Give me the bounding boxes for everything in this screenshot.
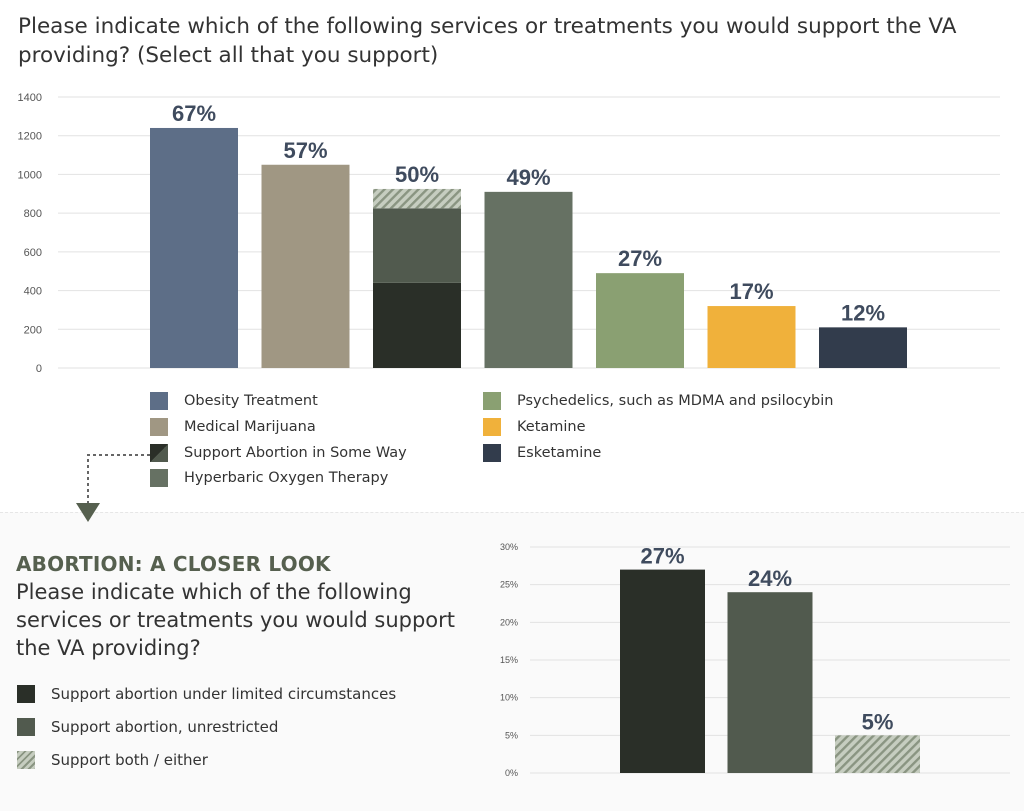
y-tick-label: 600 — [24, 247, 42, 259]
main-bar-chart: 0 200 400 600 800 1000 1200 1400 67% 57% 50% 49% 27… — [18, 92, 1000, 375]
legend-swatch — [17, 751, 35, 769]
bar-segment — [373, 282, 461, 368]
bar — [620, 569, 705, 773]
bar — [707, 306, 796, 368]
bar-value-label: 27% — [640, 544, 684, 569]
bar-value-label: 17% — [729, 279, 773, 304]
legend-item: Support abortion under limited circumsta… — [17, 685, 396, 703]
legend-label: Obesity Treatment — [184, 393, 318, 409]
legend-swatch — [483, 418, 501, 436]
section-question: Please indicate which of the following s… — [16, 580, 456, 660]
legend-swatch — [17, 718, 35, 736]
bar-value-label: 27% — [618, 246, 662, 271]
legend-item: Medical Marijuana — [150, 418, 316, 436]
bar-value-label: 49% — [506, 165, 550, 190]
legend-label: Psychedelics, such as MDMA and psilocybi… — [517, 393, 834, 409]
legend-item: Hyperbaric Oxygen Therapy — [150, 469, 388, 487]
legend-item: Support both / either — [17, 751, 208, 769]
y-tick-label: 0 — [36, 363, 42, 375]
legend-swatch — [150, 444, 168, 462]
legend-swatch — [150, 392, 168, 410]
bar-value-label: 50% — [395, 162, 439, 187]
bar-segment — [373, 208, 461, 283]
y-tick-label: 1000 — [18, 169, 42, 181]
legend-item: Esketamine — [483, 444, 601, 462]
y-tick-label: 5% — [505, 730, 518, 740]
legend-item: Support Abortion in Some Way — [150, 444, 407, 462]
legend-label: Support abortion, unrestricted — [51, 718, 279, 736]
legend-label: Support both / either — [51, 751, 208, 769]
legend-item: Obesity Treatment — [150, 392, 318, 410]
bar — [835, 735, 920, 773]
legend-item: Support abortion, unrestricted — [17, 718, 278, 736]
y-tick-label: 20% — [500, 617, 518, 627]
y-tick-label: 1400 — [18, 92, 42, 104]
bar — [484, 191, 573, 368]
legend-label: Medical Marijuana — [184, 419, 316, 435]
y-tick-label: 400 — [24, 286, 42, 298]
bar-value-label: 12% — [841, 300, 885, 325]
section-title: ABORTION: A CLOSER LOOK — [16, 552, 331, 576]
page-title: Please indicate which of the following s… — [18, 14, 957, 68]
bar — [150, 127, 238, 368]
y-tick-label: 0% — [505, 768, 518, 778]
y-tick-label: 25% — [500, 580, 518, 590]
legend-label: Hyperbaric Oxygen Therapy — [184, 470, 389, 486]
bar — [727, 592, 813, 773]
legend-swatch — [150, 469, 168, 487]
bar — [596, 273, 684, 368]
y-tick-label: 1200 — [18, 131, 42, 143]
legend-item: Psychedelics, such as MDMA and psilocybi… — [483, 392, 833, 410]
y-tick-label: 30% — [500, 542, 518, 552]
legend-label: Ketamine — [517, 419, 586, 435]
bar-value-label: 24% — [748, 566, 792, 591]
legend-swatch — [483, 444, 501, 462]
bar-value-label: 5% — [862, 709, 894, 734]
bar — [261, 164, 350, 368]
bar-segment — [373, 188, 461, 209]
legend-label: Support Abortion in Some Way — [184, 445, 407, 461]
abortion-bar-chart: 0% 5% 10% 15% 20% 25% 30% 27% 24% 5% — [500, 542, 1010, 778]
legend-item: Ketamine — [483, 418, 586, 436]
bar-value-label: 67% — [172, 101, 216, 126]
y-tick-label: 800 — [24, 208, 42, 220]
y-tick-label: 200 — [24, 324, 42, 336]
legend-swatch — [483, 392, 501, 410]
legend-label: Esketamine — [517, 445, 602, 461]
legend-swatch — [150, 418, 168, 436]
legend-swatch — [17, 685, 35, 703]
section-divider — [0, 512, 1024, 513]
y-tick-label: 15% — [500, 655, 518, 665]
legend-label: Support abortion under limited circumsta… — [51, 685, 397, 703]
bar-value-label: 57% — [283, 138, 327, 163]
bar — [819, 327, 907, 368]
y-tick-label: 10% — [500, 693, 518, 703]
